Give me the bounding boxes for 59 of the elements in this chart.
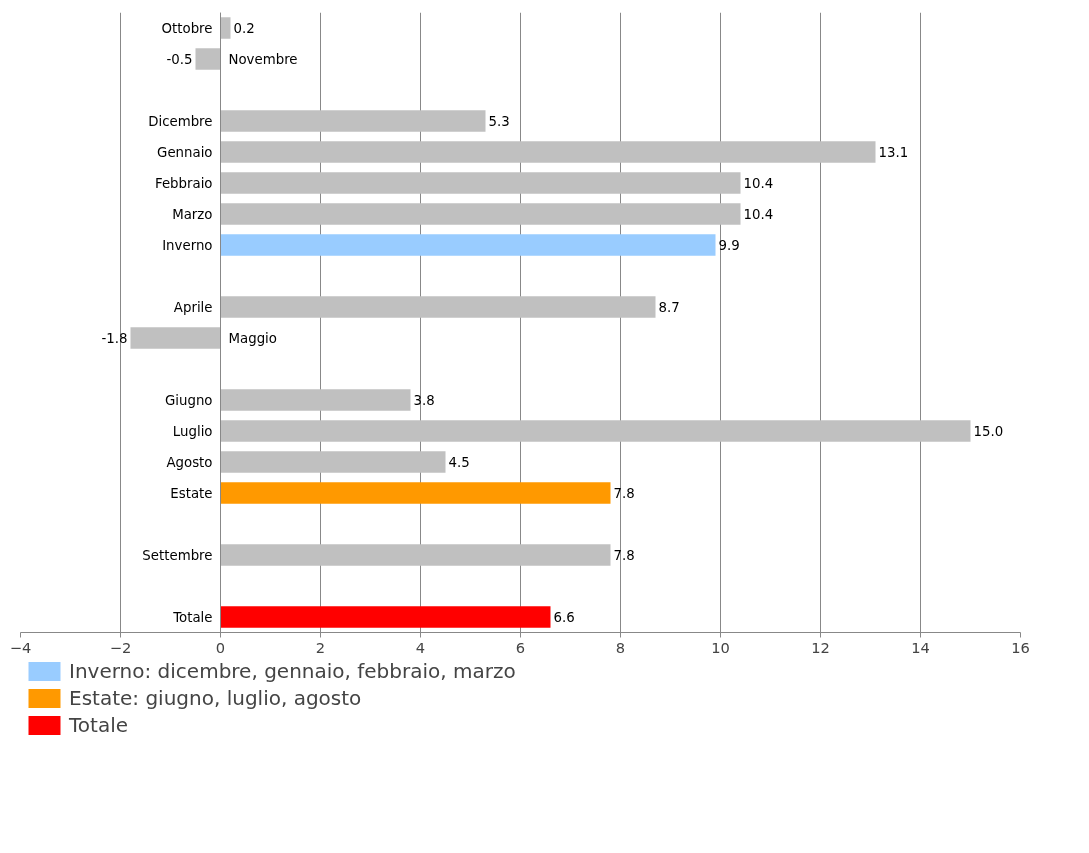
x-tick-label: 6 bbox=[515, 638, 526, 656]
data-label: 10.4 bbox=[743, 207, 774, 222]
bar bbox=[220, 172, 741, 194]
x-tick-label: 16 bbox=[1011, 638, 1030, 656]
bar bbox=[220, 203, 741, 225]
data-label: 7.8 bbox=[613, 548, 635, 563]
y-tick-label: Aprile bbox=[173, 299, 213, 315]
y-tick-label: Inverno bbox=[162, 237, 213, 253]
bar bbox=[220, 17, 231, 39]
y-tick-label: Agosto bbox=[166, 454, 213, 470]
y-tick-label: Estate bbox=[170, 485, 213, 501]
y-tick-label: Totale bbox=[172, 609, 213, 625]
data-label: 5.3 bbox=[488, 114, 510, 129]
bar bbox=[220, 141, 876, 163]
bar bbox=[220, 234, 716, 256]
y-tick-label: Luglio bbox=[172, 423, 213, 439]
x-tick-label: 10 bbox=[711, 638, 730, 656]
x-tick-label: 8 bbox=[615, 638, 626, 656]
data-label: 10.4 bbox=[743, 176, 774, 191]
bar bbox=[220, 389, 411, 411]
bar bbox=[220, 296, 656, 318]
legend-label: Totale bbox=[69, 713, 129, 737]
data-label: 3.8 bbox=[413, 393, 435, 408]
data-label: 0.2 bbox=[233, 21, 255, 36]
data-label: 13.1 bbox=[878, 145, 909, 160]
x-tick-label: −4 bbox=[9, 638, 32, 656]
x-tick-label: −2 bbox=[109, 638, 132, 656]
bar bbox=[220, 544, 611, 566]
data-label: 6.6 bbox=[553, 610, 575, 625]
legend-label: Estate: giugno, luglio, agosto bbox=[69, 686, 362, 710]
x-tick-label: 2 bbox=[315, 638, 326, 656]
legend-label: Inverno: dicembre, gennaio, febbraio, marzo bbox=[69, 659, 516, 683]
y-tick-label: Settembre bbox=[142, 547, 213, 563]
y-tick-label: Ottobre bbox=[161, 20, 213, 36]
y-tick-label: Gennaio bbox=[157, 144, 213, 160]
bar bbox=[220, 606, 551, 628]
data-label: 7.8 bbox=[613, 486, 635, 501]
bar bbox=[130, 327, 221, 349]
bar bbox=[220, 482, 611, 504]
data-label: -1.8 bbox=[101, 331, 128, 346]
bar bbox=[220, 420, 971, 442]
data-label: -0.5 bbox=[166, 52, 193, 67]
y-tick-label: Giugno bbox=[164, 392, 213, 408]
x-tick-label: 4 bbox=[415, 638, 426, 656]
data-label: 4.5 bbox=[448, 455, 470, 470]
bar bbox=[220, 451, 446, 473]
bar bbox=[195, 48, 221, 70]
x-tick-label: 14 bbox=[911, 638, 930, 656]
y-tick-label: Dicembre bbox=[148, 113, 213, 129]
bar bbox=[220, 110, 486, 132]
x-tick-label: 12 bbox=[811, 638, 830, 656]
data-label: 9.9 bbox=[718, 238, 740, 253]
y-tick-label: Marzo bbox=[172, 206, 213, 222]
data-label: 15.0 bbox=[973, 424, 1004, 439]
y-tick-label: Febbraio bbox=[154, 175, 213, 191]
data-label: 8.7 bbox=[658, 300, 680, 315]
y-tick-label: Maggio bbox=[228, 330, 277, 346]
x-tick-label: 0 bbox=[215, 638, 226, 656]
y-tick-label: Novembre bbox=[228, 51, 298, 67]
